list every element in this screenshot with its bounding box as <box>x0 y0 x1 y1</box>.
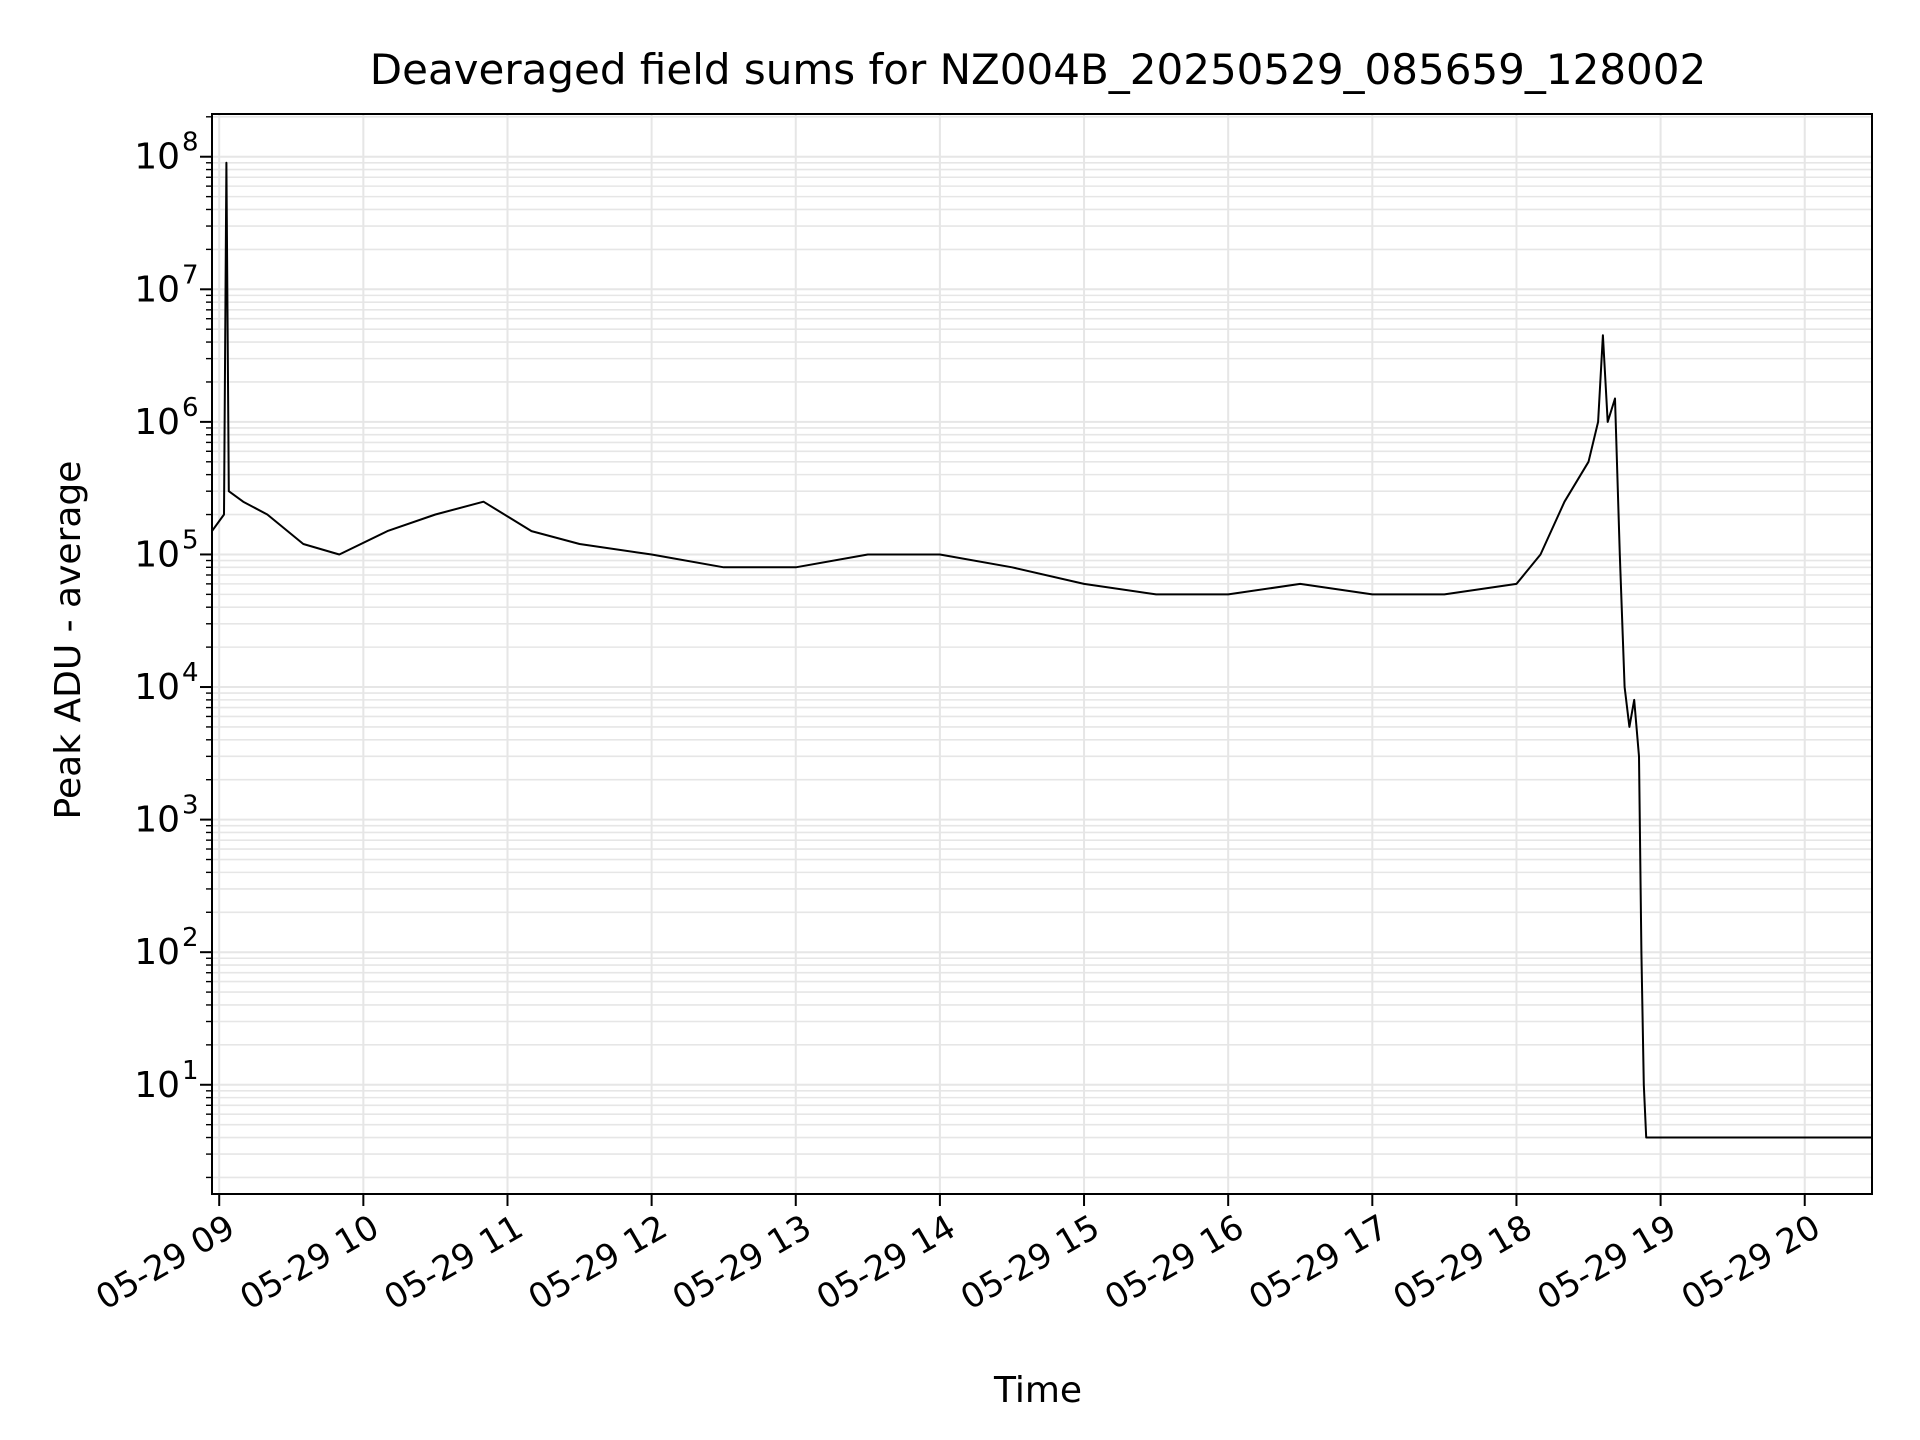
y-tick-label-exponent: 3 <box>182 791 199 821</box>
grid <box>212 114 1872 1194</box>
y-tick-label-exponent: 4 <box>182 658 199 688</box>
y-tick-label-base: 10 <box>134 402 180 443</box>
y-tick-label-base: 10 <box>134 667 180 708</box>
y-axis-label: Peak ADU - average <box>48 461 89 820</box>
y-tick-label: 10 5 <box>134 525 198 575</box>
y-tick-label: 10 6 <box>134 393 198 443</box>
y-tick-label: 10 1 <box>134 1056 198 1106</box>
y-tick-label-base: 10 <box>134 800 180 841</box>
y-tick-label: 10 8 <box>134 128 198 178</box>
y-tick-label-base: 10 <box>134 932 180 973</box>
y-tick-label: 10 2 <box>134 923 198 973</box>
y-tick-label-base: 10 <box>134 269 180 310</box>
y-tick-label: 10 7 <box>134 260 198 310</box>
series-line <box>212 161 1872 1139</box>
y-tick-label-exponent: 1 <box>182 1056 199 1086</box>
y-tick-label: 10 4 <box>134 658 198 708</box>
y-tick-label-base: 10 <box>134 534 180 575</box>
y-tick-label-exponent: 6 <box>182 393 199 423</box>
plot-frame <box>211 113 1873 1195</box>
line-layer <box>212 161 1872 1139</box>
y-tick-label-exponent: 8 <box>182 128 199 158</box>
y-tick-label-base: 10 <box>134 137 180 178</box>
chart-title: Deaveraged field sums for NZ004B_2025052… <box>370 45 1706 94</box>
y-tick-label-base: 10 <box>134 1065 180 1106</box>
y-tick-label-exponent: 2 <box>182 923 199 953</box>
y-tick-label-exponent: 5 <box>182 525 199 555</box>
y-tick-label: 10 3 <box>134 791 198 841</box>
y-tick-label-exponent: 7 <box>182 260 199 290</box>
x-axis-label: Time <box>993 1370 1082 1411</box>
